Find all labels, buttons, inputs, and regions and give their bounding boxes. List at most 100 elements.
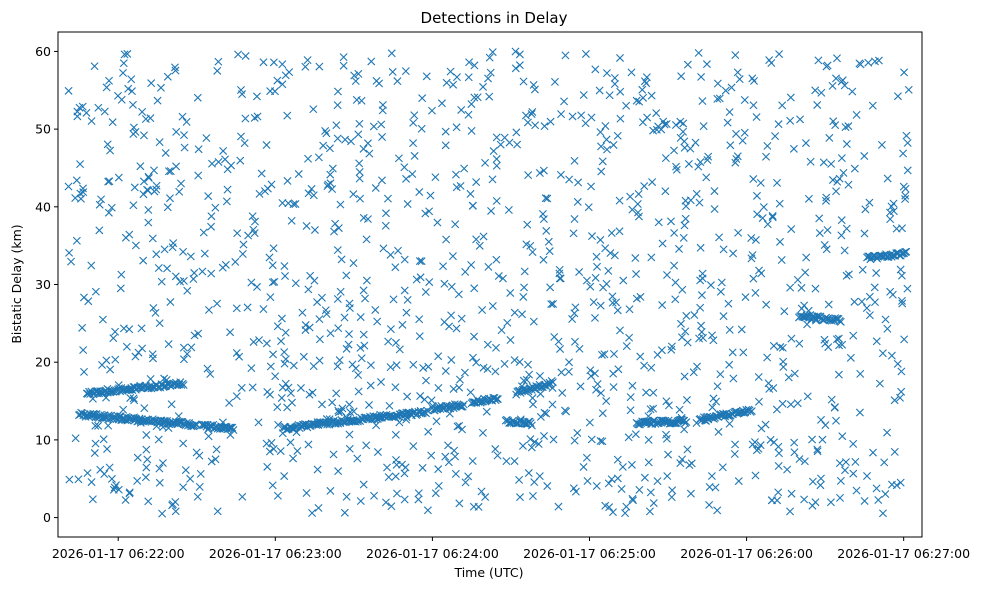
detection-point: [104, 421, 113, 430]
detection-point: [190, 331, 199, 340]
detection-point: [325, 415, 334, 424]
detection-point: [143, 455, 152, 464]
detection-point: [370, 491, 379, 500]
detection-point: [839, 168, 848, 177]
detection-point: [179, 343, 188, 352]
detection-point: [631, 254, 640, 263]
detection-point: [156, 83, 165, 92]
detection-point: [482, 407, 491, 416]
detection-point: [702, 416, 711, 425]
detection-point: [418, 463, 427, 472]
detection-point: [874, 496, 883, 504]
detection-point: [484, 262, 493, 271]
detection-point: [163, 264, 172, 273]
detection-point: [733, 68, 742, 77]
detection-point: [340, 313, 349, 322]
detection-point: [488, 301, 497, 310]
detection-point: [652, 109, 661, 118]
detection-point: [492, 255, 501, 264]
detection-point: [127, 75, 136, 84]
detection-point: [530, 478, 539, 487]
detection-point: [795, 455, 804, 464]
detection-point: [307, 184, 316, 193]
detection-point: [273, 322, 282, 331]
detection-point: [729, 249, 738, 258]
detection-point: [777, 256, 786, 264]
detection-point: [186, 474, 195, 483]
detection-point: [862, 304, 871, 313]
detection-point: [355, 159, 364, 168]
detection-point: [227, 161, 236, 170]
detection-point: [824, 300, 833, 309]
detection-point: [565, 358, 574, 367]
detection-point: [267, 180, 276, 189]
detection-point: [203, 364, 212, 373]
detection-point: [356, 497, 365, 506]
detection-point: [642, 388, 651, 397]
detection-point: [236, 156, 245, 165]
detection-point: [360, 341, 369, 350]
detection-point: [549, 299, 558, 308]
detection-point: [349, 259, 358, 268]
detection-point: [795, 339, 804, 348]
detection-point: [714, 427, 723, 436]
detection-point: [686, 196, 695, 205]
detection-point: [212, 445, 221, 454]
detection-point: [504, 205, 513, 214]
detection-point: [836, 317, 845, 326]
detection-point: [900, 335, 909, 344]
detection-point: [351, 364, 360, 373]
detection-point: [119, 68, 127, 77]
detection-point: [831, 121, 840, 130]
detection-point: [386, 325, 395, 334]
detection-point: [102, 393, 111, 402]
detection-point: [564, 367, 573, 376]
detection-point: [822, 193, 831, 202]
detection-point: [329, 450, 338, 459]
detection-point: [719, 245, 728, 254]
detection-point: [512, 128, 521, 137]
detection-point: [333, 87, 342, 96]
detection-point: [771, 132, 780, 141]
detection-point: [712, 397, 721, 406]
detection-point: [529, 400, 538, 409]
detection-point: [528, 107, 537, 116]
detection-point: [223, 185, 232, 194]
detection-point: [160, 245, 169, 254]
detection-point: [612, 298, 621, 307]
detection-point: [418, 94, 427, 103]
detection-point: [800, 457, 809, 466]
detection-point: [510, 356, 519, 365]
detection-point: [790, 438, 799, 447]
detection-point: [680, 372, 689, 381]
detection-point: [334, 467, 343, 476]
detection-point: [485, 92, 494, 101]
detection-point: [286, 438, 295, 447]
detection-point: [681, 214, 690, 223]
detection-point: [786, 283, 795, 292]
detection-point: [391, 430, 400, 439]
detection-point: [681, 327, 690, 336]
detection-point: [738, 136, 747, 145]
detection-point: [748, 251, 757, 260]
detection-point: [125, 230, 134, 239]
detection-point: [119, 405, 128, 414]
detection-point: [592, 252, 601, 261]
detection-point: [602, 397, 611, 406]
detection-point: [775, 449, 783, 458]
detection-point: [500, 359, 509, 368]
detection-point: [278, 199, 287, 207]
detection-point: [832, 187, 841, 196]
detection-point: [678, 455, 687, 464]
detection-point: [511, 64, 520, 73]
detection-point: [849, 469, 858, 478]
detection-point: [660, 418, 669, 427]
detection-point: [187, 343, 196, 352]
detection-point: [672, 162, 680, 171]
detection-point: [811, 284, 820, 293]
detection-point: [587, 435, 596, 444]
detection-point: [265, 447, 274, 456]
detection-point: [377, 120, 386, 129]
detection-point: [857, 297, 866, 306]
detection-point: [274, 420, 283, 429]
